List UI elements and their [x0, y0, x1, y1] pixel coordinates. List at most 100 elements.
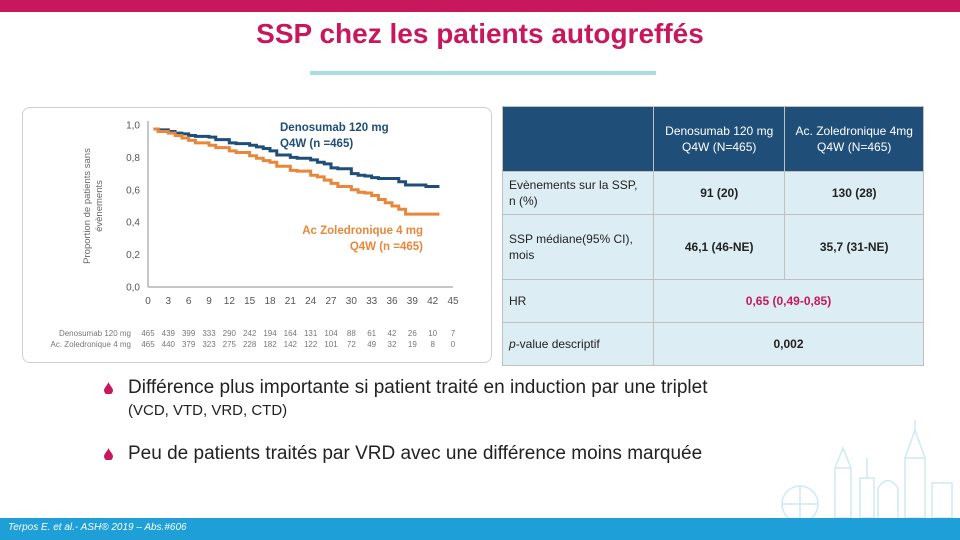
- risk-value: 26: [408, 329, 417, 338]
- y-tick-label: 0,0: [126, 283, 140, 294]
- x-tick-label: 27: [325, 296, 337, 307]
- footer-citation: Terpos E. et al.- ASH® 2019 – Abs.#606: [8, 522, 187, 533]
- risk-value: 131: [304, 329, 318, 338]
- bullet-text-1: Différence plus importante si patient tr…: [128, 377, 708, 398]
- row-label-events: Evènements sur la SSP, n (%): [502, 171, 654, 215]
- risk-value: 399: [182, 329, 196, 338]
- risk-value: 290: [223, 329, 237, 338]
- bullet-list: Différence plus importante si patient tr…: [104, 376, 864, 466]
- x-tick-label: 30: [346, 296, 358, 307]
- footer-bar: Terpos E. et al.- ASH® 2019 – Abs.#606: [0, 518, 960, 540]
- risk-value: 32: [388, 340, 397, 349]
- p-italic: p: [509, 337, 516, 351]
- chart-series: [153, 127, 440, 216]
- x-tick-label: 42: [427, 296, 439, 307]
- series-label-zoledronique: Q4W (n =465): [350, 241, 423, 253]
- series-label-zoledronique: Ac Zoledronique 4 mg: [302, 225, 423, 237]
- y-tick-label: 1,0: [126, 121, 140, 132]
- series-line-zoledronique: [153, 127, 440, 216]
- risk-value: 88: [347, 329, 356, 338]
- cell-events-denosumab: 91 (20): [652, 171, 786, 215]
- risk-value: 72: [347, 340, 356, 349]
- x-tick-label: 12: [224, 296, 236, 307]
- x-tick-label: 9: [206, 296, 212, 307]
- risk-value: 323: [202, 340, 216, 349]
- risk-table: Denosumab 120 mg 465 439 399 333 290 242 194 164…: [51, 329, 456, 349]
- series-line-denosumab: [153, 127, 440, 189]
- risk-value: 19: [408, 340, 417, 349]
- risk-value: 333: [202, 329, 216, 338]
- bullet-item-2: Peu de patients traités par VRD avec une…: [104, 442, 864, 466]
- cell-median-denosumab: 46,1 (46-NE): [652, 214, 786, 280]
- row-label-pvalue: p-value descriptif: [502, 322, 654, 366]
- row-label-median: SSP médiane(95% CI), mois: [502, 214, 654, 280]
- table-row: SSP médiane(95% CI), mois 46,1 (46-NE) 3…: [502, 214, 924, 280]
- risk-value: 42: [388, 329, 397, 338]
- risk-value: 101: [324, 340, 338, 349]
- table-header-denosumab: Denosumab 120 mg Q4W (N=465): [652, 106, 786, 172]
- y-axis-label: évènements: [94, 180, 105, 232]
- title-underline: [310, 71, 656, 75]
- risk-value: 379: [182, 340, 196, 349]
- risk-value: 275: [223, 340, 237, 349]
- risk-value: 49: [367, 340, 376, 349]
- results-table: Denosumab 120 mg Q4W (N=465) Ac. Zoledro…: [502, 106, 924, 366]
- x-tick-label: 6: [186, 296, 192, 307]
- pvalue-label-rest: -value descriptif: [515, 337, 600, 351]
- risk-value: 8: [430, 340, 435, 349]
- x-tick-label: 15: [244, 296, 256, 307]
- x-tick-label: 0: [145, 296, 151, 307]
- risk-value: 228: [243, 340, 257, 349]
- y-tick-label: 0,6: [126, 185, 140, 196]
- chart-labels: Denosumab 120 mg Q4W (n =465) Ac Zoledroni…: [280, 122, 423, 253]
- cell-pvalue: 0,002: [653, 322, 924, 366]
- risk-value: 61: [367, 329, 376, 338]
- x-tick-label: 21: [285, 296, 297, 307]
- table-row: Evènements sur la SSP, n (%) 91 (20) 130…: [502, 171, 924, 215]
- risk-value: 10: [428, 329, 437, 338]
- x-tick-label: 45: [447, 296, 459, 307]
- risk-value: 465: [141, 329, 155, 338]
- risk-row-label: Ac. Zoledronique 4 mg: [51, 340, 132, 349]
- risk-value: 104: [324, 329, 338, 338]
- x-tick-label: 24: [305, 296, 317, 307]
- chart-axes: 0,00,20,40,60,81,00 3 6 9 12 15 18 21 24 27 30 33 36…: [82, 121, 459, 308]
- table-header-row: Denosumab 120 mg Q4W (N=465) Ac. Zoledro…: [502, 106, 924, 172]
- y-tick-label: 0,4: [126, 218, 140, 229]
- x-tick-label: 39: [407, 296, 419, 307]
- risk-row-label: Denosumab 120 mg: [59, 329, 131, 338]
- km-chart: 0,00,20,40,60,81,00 3 6 9 12 15 18 21 24 27 30 33 36…: [51, 121, 459, 350]
- row-label-hr: HR: [502, 279, 654, 323]
- x-tick-label: 18: [264, 296, 276, 307]
- table-header-empty: [502, 106, 654, 172]
- series-label-denosumab: Q4W (n =465): [280, 138, 353, 150]
- table-row: HR 0,65 (0,49-0,85): [502, 279, 924, 323]
- city-skyline-decoration-icon: [781, 420, 953, 518]
- risk-value: 242: [243, 329, 257, 338]
- cell-hr: 0,65 (0,49-0,85): [653, 279, 924, 323]
- km-chart-panel: 0,0 0,2 0,4 0,6 0,8 1,0 0 3 6 9 12 15 18 21 24 27 30 33 36…: [22, 107, 492, 363]
- risk-value: 142: [284, 340, 298, 349]
- drop-bullet-icon: [104, 382, 113, 394]
- risk-value: 439: [162, 329, 176, 338]
- risk-value: 194: [263, 329, 277, 338]
- x-tick-label: 33: [366, 296, 378, 307]
- y-tick-label: 0,8: [126, 153, 140, 164]
- cell-events-zoledronique: 130 (28): [784, 171, 924, 215]
- y-tick-label: 0,2: [126, 250, 140, 261]
- series-label-denosumab: Denosumab 120 mg: [280, 122, 389, 134]
- bullet-item-1: Différence plus importante si patient tr…: [104, 376, 864, 422]
- bullet-text-2: Peu de patients traités par VRD avec une…: [128, 443, 703, 464]
- table-row: p-value descriptif 0,002: [502, 322, 924, 366]
- x-tick-label: 36: [386, 296, 398, 307]
- bullet-subtext-1: (VCD, VTD, VRD, CTD): [128, 402, 288, 419]
- top-accent-bar: [0, 0, 960, 12]
- risk-value: 164: [284, 329, 298, 338]
- risk-value: 7: [451, 329, 456, 338]
- drop-bullet-icon: [104, 448, 113, 460]
- page-title: SSP chez les patients autogreffés: [256, 18, 704, 49]
- y-axis-label: Proportion de patients sans: [82, 148, 93, 264]
- risk-value: 122: [304, 340, 318, 349]
- risk-value: 465: [141, 340, 155, 349]
- x-tick-label: 3: [166, 296, 172, 307]
